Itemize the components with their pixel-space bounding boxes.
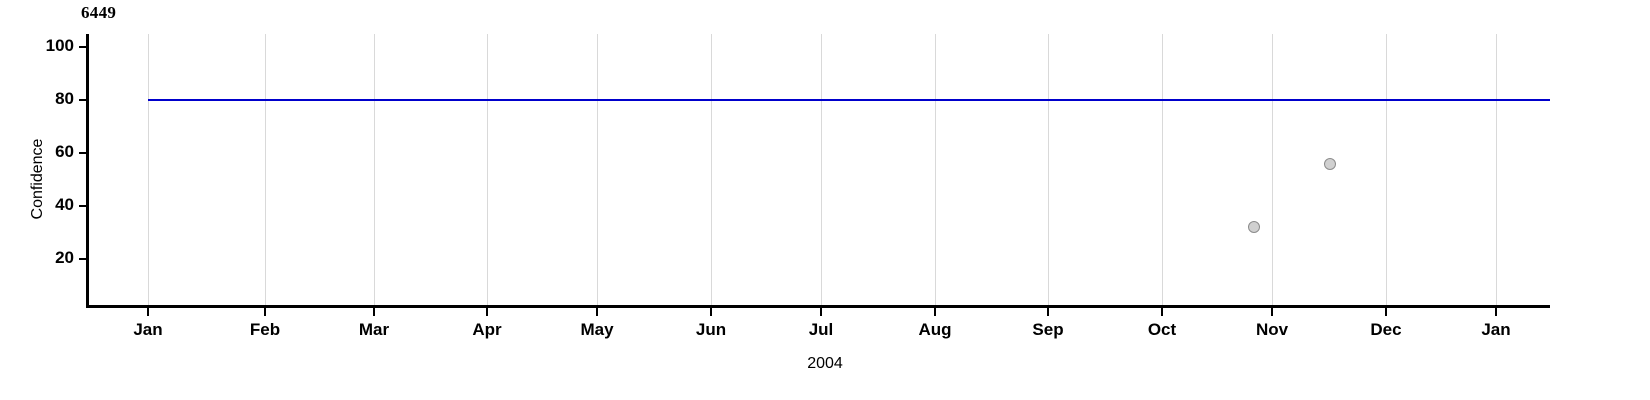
y-tick-label: 60	[55, 142, 74, 161]
x-tick-label: Apr	[472, 320, 502, 339]
y-axis-title: Confidence	[29, 138, 46, 220]
x-tick-label: Jun	[695, 320, 727, 339]
x-tick-mark	[596, 307, 598, 316]
y-tick-label: 80	[55, 89, 74, 108]
y-tick-label: 100	[45, 36, 74, 55]
x-axis-line	[86, 305, 1550, 308]
gridline	[935, 34, 936, 305]
y-tick-mark	[79, 99, 87, 101]
x-tick-mark	[1271, 307, 1273, 316]
x-tick-mark	[934, 307, 936, 316]
gridline	[1496, 34, 1497, 305]
y-tick-mark	[79, 205, 87, 207]
gridline	[711, 34, 712, 305]
gridline	[265, 34, 266, 305]
x-tick-mark	[264, 307, 266, 316]
gridline	[487, 34, 488, 305]
gridline	[1272, 34, 1273, 305]
x-tick-mark	[486, 307, 488, 316]
x-tick-label: Oct	[1147, 320, 1177, 339]
x-tick-mark	[373, 307, 375, 316]
y-tick-label: 20	[55, 248, 74, 267]
y-tick-mark	[79, 46, 87, 48]
x-axis-title: 2004	[807, 355, 843, 372]
x-tick-label: Jan	[1481, 320, 1511, 339]
gridline	[1162, 34, 1163, 305]
gridline	[1048, 34, 1049, 305]
x-tick-label: Jul	[808, 320, 834, 339]
x-tick-label: Mar	[358, 320, 390, 339]
data-point	[1324, 157, 1336, 170]
x-tick-mark	[1161, 307, 1163, 316]
chart-title: 6449	[81, 3, 117, 22]
x-tick-label: May	[580, 320, 614, 339]
x-tick-mark	[710, 307, 712, 316]
gridline	[1386, 34, 1387, 305]
y-tick-mark	[79, 258, 87, 260]
y-axis-line	[86, 34, 89, 307]
x-tick-label: Aug	[918, 320, 952, 339]
gridline	[148, 34, 149, 305]
x-tick-label: Jan	[133, 320, 163, 339]
x-tick-mark	[1385, 307, 1387, 316]
x-tick-mark	[147, 307, 149, 316]
gridline	[597, 34, 598, 305]
y-tick-label: 40	[55, 195, 74, 214]
y-tick-mark	[79, 152, 87, 154]
x-tick-label: Nov	[1255, 320, 1289, 339]
x-tick-label: Dec	[1370, 320, 1402, 339]
threshold-line	[148, 99, 1550, 101]
x-tick-mark	[1047, 307, 1049, 316]
x-tick-mark	[1495, 307, 1497, 316]
gridline	[821, 34, 822, 305]
x-tick-label: Sep	[1032, 320, 1064, 339]
data-point	[1248, 221, 1260, 234]
x-tick-mark	[820, 307, 822, 316]
x-tick-label: Feb	[249, 320, 281, 339]
gridline	[374, 34, 375, 305]
